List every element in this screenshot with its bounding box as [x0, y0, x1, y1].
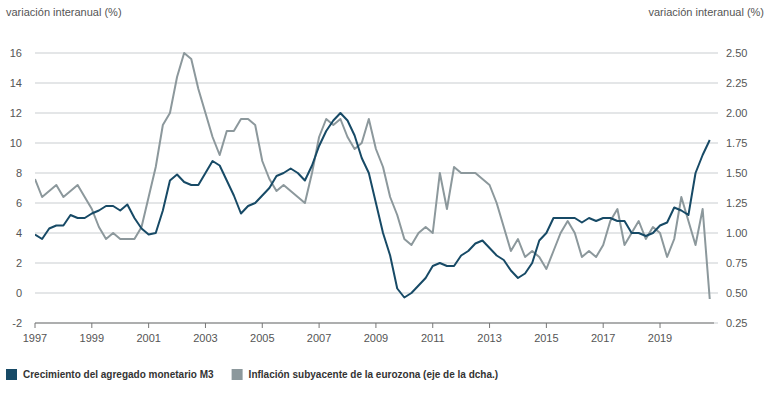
x-axis	[35, 323, 714, 324]
y2-tick-label: 0.25	[726, 317, 747, 329]
x-tick	[35, 323, 36, 328]
y2-tick	[714, 113, 718, 114]
y-tick-label: 4	[16, 227, 22, 239]
x-tick-label: 2009	[364, 332, 388, 344]
legend-label: Inflación subyacente de la eurozona (eje…	[249, 369, 499, 380]
x-tick-label: 2007	[307, 332, 331, 344]
grid-line	[35, 53, 714, 54]
x-tick	[205, 323, 206, 328]
y2-tick-label: 1.75	[726, 137, 747, 149]
plot-area	[35, 53, 710, 299]
legend-swatch	[6, 369, 17, 380]
y2-tick-label: 1.00	[726, 227, 747, 239]
y2-tick	[714, 323, 718, 324]
x-tick	[262, 323, 263, 328]
x-tick	[489, 323, 490, 328]
y2-tick	[714, 173, 718, 174]
x-tick-label: 2005	[250, 332, 274, 344]
grid-line	[35, 173, 714, 174]
grid-line	[35, 293, 714, 294]
y2-tick	[714, 293, 718, 294]
x-tick-label: 1997	[23, 332, 47, 344]
y2-tick-label: 2.25	[726, 77, 747, 89]
y-tick-label: 10	[10, 137, 22, 149]
x-tick	[375, 323, 376, 328]
y2-tick-label: 1.25	[726, 197, 747, 209]
x-tick-label: 2013	[477, 332, 501, 344]
grid-line	[35, 203, 714, 204]
y2-tick	[714, 83, 718, 84]
series-line	[35, 113, 710, 298]
x-tick	[319, 323, 320, 328]
y-tick-label: 6	[16, 197, 22, 209]
x-tick	[660, 323, 661, 328]
y2-tick-label: 0.75	[726, 257, 747, 269]
legend-label: Crecimiento del agregado monetario M3	[23, 369, 214, 380]
x-tick-label: 2003	[193, 332, 217, 344]
y-tick-label: 14	[10, 77, 22, 89]
x-tick	[148, 323, 149, 328]
y2-tick	[714, 263, 718, 264]
x-tick-label: 1999	[80, 332, 104, 344]
x-tick	[546, 323, 547, 328]
y2-tick	[714, 143, 718, 144]
chart: variación interanual (%) variación intera…	[0, 0, 770, 401]
y2-axis-title: variación interanual (%)	[648, 6, 764, 18]
x-tick-label: 2011	[421, 332, 445, 344]
y-tick-label: 16	[10, 47, 22, 59]
series-line	[35, 53, 710, 299]
y-tick-label: 2	[16, 257, 22, 269]
y-tick-label: 12	[10, 107, 22, 119]
x-tick-label: 2019	[648, 332, 672, 344]
x-tick-label: 2017	[591, 332, 615, 344]
grid-line	[35, 323, 714, 324]
y2-tick-label: 2.00	[726, 107, 747, 119]
x-tick	[91, 323, 92, 328]
y2-tick-label: 0.50	[726, 287, 747, 299]
grid-line	[35, 113, 714, 114]
y-tick-label: 8	[16, 167, 22, 179]
y2-tick	[714, 203, 718, 204]
y-axis-title: variación interanual (%)	[6, 6, 122, 18]
x-tick	[603, 323, 604, 328]
x-tick-label: 2001	[136, 332, 160, 344]
y-tick-label: 0	[16, 287, 22, 299]
grid-line	[35, 263, 714, 264]
y-tick-label: -2	[12, 317, 22, 329]
y2-tick-label: 2.50	[726, 47, 747, 59]
grid-line	[35, 83, 714, 84]
y2-tick-label: 1.50	[726, 167, 747, 179]
y2-tick	[714, 233, 718, 234]
x-tick	[432, 323, 433, 328]
x-tick-label: 2015	[534, 332, 558, 344]
legend-swatch	[232, 369, 243, 380]
y2-tick	[714, 53, 718, 54]
